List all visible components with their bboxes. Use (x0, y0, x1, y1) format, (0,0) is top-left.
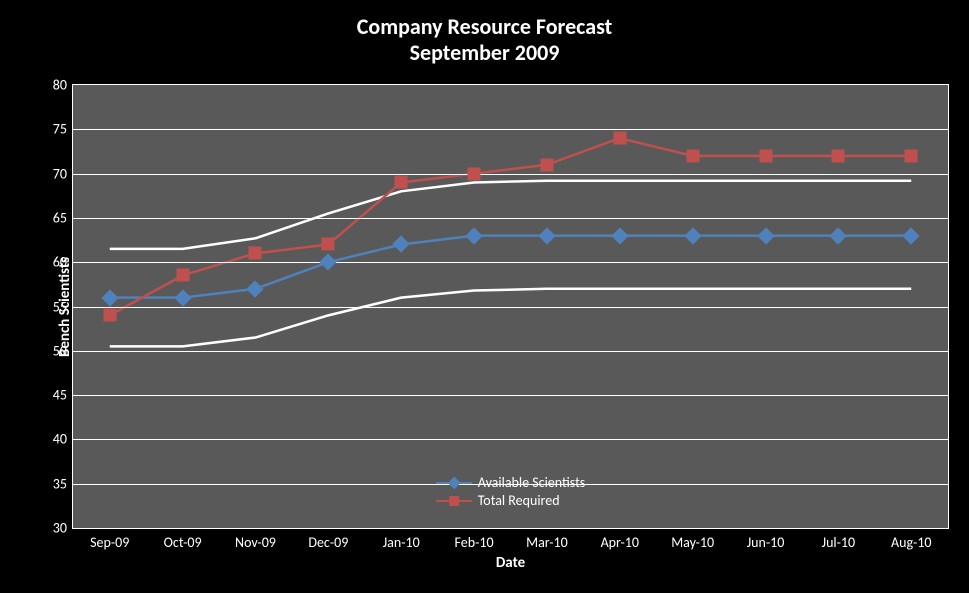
plot-area: Bench Scientists Date 303540455055606570… (72, 84, 949, 529)
series-marker-required (832, 149, 845, 162)
y-tick-label: 35 (53, 475, 67, 492)
chart-title-line1: Company Resource Forecast (10, 14, 959, 40)
series-marker-required (613, 132, 626, 145)
y-tick-label: 60 (53, 254, 67, 271)
y-tick-label: 50 (53, 342, 67, 359)
series-marker-required (322, 238, 335, 251)
y-tick-label: 30 (53, 520, 67, 537)
x-axis-title: Date (496, 554, 525, 572)
legend-item-available: Available Scientists (436, 474, 586, 491)
series-marker-required (468, 167, 481, 180)
y-tick-label: 70 (53, 165, 67, 182)
legend-label: Total Required (478, 492, 560, 509)
gridline (73, 129, 948, 130)
x-tick-label: Apr-10 (601, 534, 639, 551)
y-tick-label: 65 (53, 209, 67, 226)
series-marker-required (249, 247, 262, 260)
legend-swatch-icon (436, 494, 472, 508)
series-marker-required (759, 149, 772, 162)
x-tick-label: Feb-10 (455, 534, 494, 551)
gridline (73, 395, 948, 396)
x-tick-label: Jan-10 (383, 534, 420, 551)
series-marker-required (686, 149, 699, 162)
legend-swatch-icon (436, 476, 472, 490)
legend: Available ScientistsTotal Required (436, 473, 586, 510)
legend-item-required: Total Required (436, 492, 586, 509)
x-tick-label: Jul-10 (822, 534, 856, 551)
x-tick-label: Mar-10 (526, 534, 568, 551)
series-marker-required (395, 176, 408, 189)
x-tick-label: Aug-10 (891, 534, 932, 551)
gridline (73, 262, 948, 263)
y-tick-label: 80 (53, 77, 67, 94)
x-tick-label: Nov-09 (235, 534, 276, 551)
chart-title-line2: September 2009 (10, 40, 959, 66)
legend-label: Available Scientists (478, 474, 586, 491)
series-marker-required (905, 149, 918, 162)
series-line-lower_band (110, 289, 912, 347)
series-marker-required (176, 269, 189, 282)
y-tick-label: 40 (53, 431, 67, 448)
x-tick-label: Sep-09 (90, 534, 129, 551)
gridline (73, 439, 948, 440)
x-tick-label: Oct-09 (164, 534, 202, 551)
x-tick-label: Dec-09 (308, 534, 348, 551)
chart-frame: Company Resource Forecast September 2009… (0, 0, 969, 593)
chart-title: Company Resource Forecast September 2009 (10, 14, 959, 67)
series-marker-required (103, 309, 116, 322)
y-tick-label: 75 (53, 121, 67, 138)
gridline (73, 307, 948, 308)
y-tick-label: 45 (53, 387, 67, 404)
gridline (73, 351, 948, 352)
y-tick-label: 55 (53, 298, 67, 315)
series-line-upper_band (110, 181, 912, 249)
gridline (73, 218, 948, 219)
x-tick-label: May-10 (671, 534, 714, 551)
x-tick-label: Jun-10 (747, 534, 785, 551)
series-marker-required (540, 158, 553, 171)
gridline (73, 174, 948, 175)
plot-wrap: Bench Scientists Date 303540455055606570… (72, 84, 949, 529)
